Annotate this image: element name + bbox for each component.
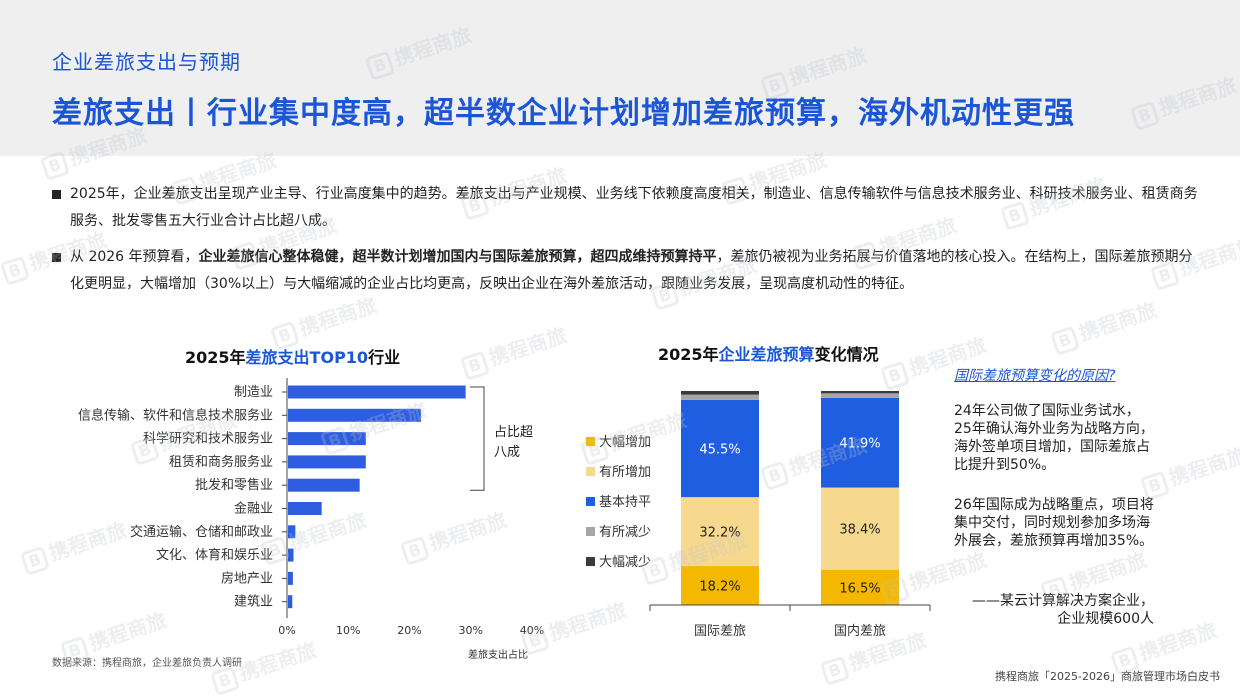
bar [288, 502, 322, 515]
side-panel-paragraph: 24年公司做了国际业务试水，25年确认海外业务为战略方向，海外签单项目增加，国际… [954, 403, 1154, 473]
bar [288, 595, 293, 609]
chart-title-part: 2025年 [185, 348, 246, 367]
watermark-logo-icon: B [819, 655, 851, 686]
segment-value-label: 16.5% [839, 581, 880, 596]
segment-value-label: 45.5% [699, 442, 740, 457]
stacked-segment [681, 497, 759, 567]
segment-value-label: 32.2% [699, 526, 740, 541]
bar [288, 408, 421, 422]
bracket-annotation: 八成 [494, 445, 520, 460]
legend-swatch [586, 557, 595, 566]
stacked-segment [681, 566, 759, 605]
bullet-square-icon [52, 253, 61, 262]
chart-title-part: 变化情况 [814, 345, 879, 364]
legend-swatch [586, 467, 595, 476]
watermark-text: 携程商旅 [295, 292, 380, 341]
x-tick-label: 0% [278, 624, 295, 637]
legend-label: 有所增加 [599, 465, 651, 480]
category-label: 信息传输、软件和信息技术服务业 [78, 407, 273, 423]
bullet-text-segment: ，差旅仍被视为业务拓展与价值落地的核心投入。在结构上，国际差旅预期分化更明显，大… [70, 249, 1193, 292]
bullet-text: 从 2026 年预算看，企业差旅信心整体稳健，超半数计划增加国内与国际差旅预算，… [70, 244, 1202, 298]
segment-value-label: 41.9% [839, 437, 880, 452]
category-label: 房地产业 [221, 570, 273, 586]
stacked-segment [681, 399, 759, 498]
bar [288, 548, 294, 562]
category-label: 国内差旅 [834, 623, 886, 639]
chart-title-part: 企业差旅预算 [718, 345, 815, 364]
category-label: 租赁和商务服务业 [169, 454, 273, 470]
category-label: 制造业 [234, 385, 273, 400]
side-panel-paragraph: 26年国际成为战略重点，项目将集中交付，同时规划参加多场海外展会，差旅预算再增加… [954, 497, 1154, 549]
legend-label: 有所减少 [599, 525, 651, 540]
legend-swatch [586, 437, 595, 446]
segment-value-label: 38.4% [839, 523, 880, 538]
bullet-item: 从 2026 年预算看，企业差旅信心整体稳健，超半数计划增加国内与国际差旅预算，… [52, 244, 1202, 298]
chart-title-part: 2025年 [658, 345, 719, 364]
category-label: 交通运输、仓储和邮政业 [130, 524, 273, 540]
category-label: 金融业 [234, 501, 273, 517]
watermark: B 携程商旅 [268, 289, 380, 351]
bullet-square-icon [52, 190, 61, 199]
side-panel-title: 国际差旅预算变化的原因? [954, 368, 1116, 384]
bar [288, 385, 466, 399]
stacked-segment [681, 394, 759, 400]
x-tick-label: 40% [520, 624, 544, 637]
segment-value-label: 18.2% [699, 580, 740, 595]
x-tick-label: 20% [397, 624, 421, 637]
watermark-logo-icon: B [1049, 325, 1081, 356]
watermark-logo-icon: B [0, 255, 31, 286]
watermark: B 携程商旅 [1048, 294, 1160, 356]
bracket-line [470, 386, 485, 491]
bar [288, 478, 360, 492]
chart-title-part: 行业 [368, 348, 401, 367]
bar [288, 432, 366, 446]
stacked-segment [821, 569, 899, 605]
watermark-logo-icon: B [209, 665, 241, 696]
bullet-text-segment: 2025年，企业差旅支出呈现产业主导、行业高度集中的趋势。差旅支出与产业规模、业… [70, 186, 1198, 229]
chart-title: 2025年企业差旅预算变化情况 [658, 341, 879, 365]
footer-note: 携程商旅「2025-2026」商旅管理市场白皮书 [995, 670, 1220, 683]
category-label: 文化、体育和娱乐业 [156, 547, 273, 563]
bullet-item: 2025年，企业差旅支出呈现产业主导、行业高度集中的趋势。差旅支出与产业规模、业… [52, 181, 1202, 235]
category-label: 科学研究和技术服务业 [143, 431, 273, 447]
chart-title: 2025年差旅支出TOP10行业 [185, 344, 400, 368]
stacked-segment [821, 393, 899, 398]
legend-label: 大幅增加 [599, 435, 651, 450]
side-panel-signature: 企业规模600人 [1057, 611, 1154, 627]
category-label: 国际差旅 [694, 624, 746, 639]
top10-industry-bar-chart: 制造业信息传输、软件和信息技术服务业科学研究和技术服务业租赁和商务服务业批发和零… [78, 378, 544, 661]
watermark-text: 携程商旅 [1065, 547, 1150, 596]
watermark-text: 携程商旅 [1075, 297, 1160, 346]
legend-label: 大幅减少 [599, 555, 651, 570]
bullet-bold-text: 企业差旅信心整体稳健，超半数计划增加国内与国际差旅预算，超四成维持预算持平 [198, 249, 717, 265]
bar [288, 525, 296, 539]
x-tick-label: 10% [336, 624, 360, 637]
category-label: 批发和零售业 [195, 477, 273, 493]
stacked-segment [821, 397, 899, 488]
x-axis-label: 差旅支出占比 [468, 648, 528, 661]
section-label: 企业差旅支出与预期 [52, 50, 241, 74]
data-source-note: 数据来源：携程商旅，企业差旅负责人调研 [52, 658, 242, 669]
bracket-annotation: 占比超 [494, 425, 533, 440]
side-panel-signature: ——某云计算解决方案企业， [972, 593, 1154, 609]
legend-swatch [586, 527, 595, 536]
stacked-segment [821, 487, 899, 570]
bullet-text: 2025年，企业差旅支出呈现产业主导、行业高度集中的趋势。差旅支出与产业规模、业… [70, 181, 1202, 235]
legend-label: 基本持平 [599, 495, 651, 510]
header-band [0, 0, 1240, 156]
x-tick-label: 30% [459, 624, 483, 637]
stacked-segment [821, 391, 899, 394]
watermark-text: 携程商旅 [1165, 442, 1240, 491]
page-headline: 差旅支出丨行业集中度高，超半数企业计划增加差旅预算，海外机动性更强 [52, 96, 1075, 131]
bar [288, 455, 366, 469]
stacked-segment [681, 391, 759, 395]
bar [288, 571, 293, 585]
chart-title-part: 差旅支出TOP10 [245, 348, 369, 367]
bullet-text-segment: 从 2026 年预算看， [70, 249, 199, 265]
category-label: 建筑业 [234, 594, 273, 610]
legend-swatch [586, 497, 595, 506]
